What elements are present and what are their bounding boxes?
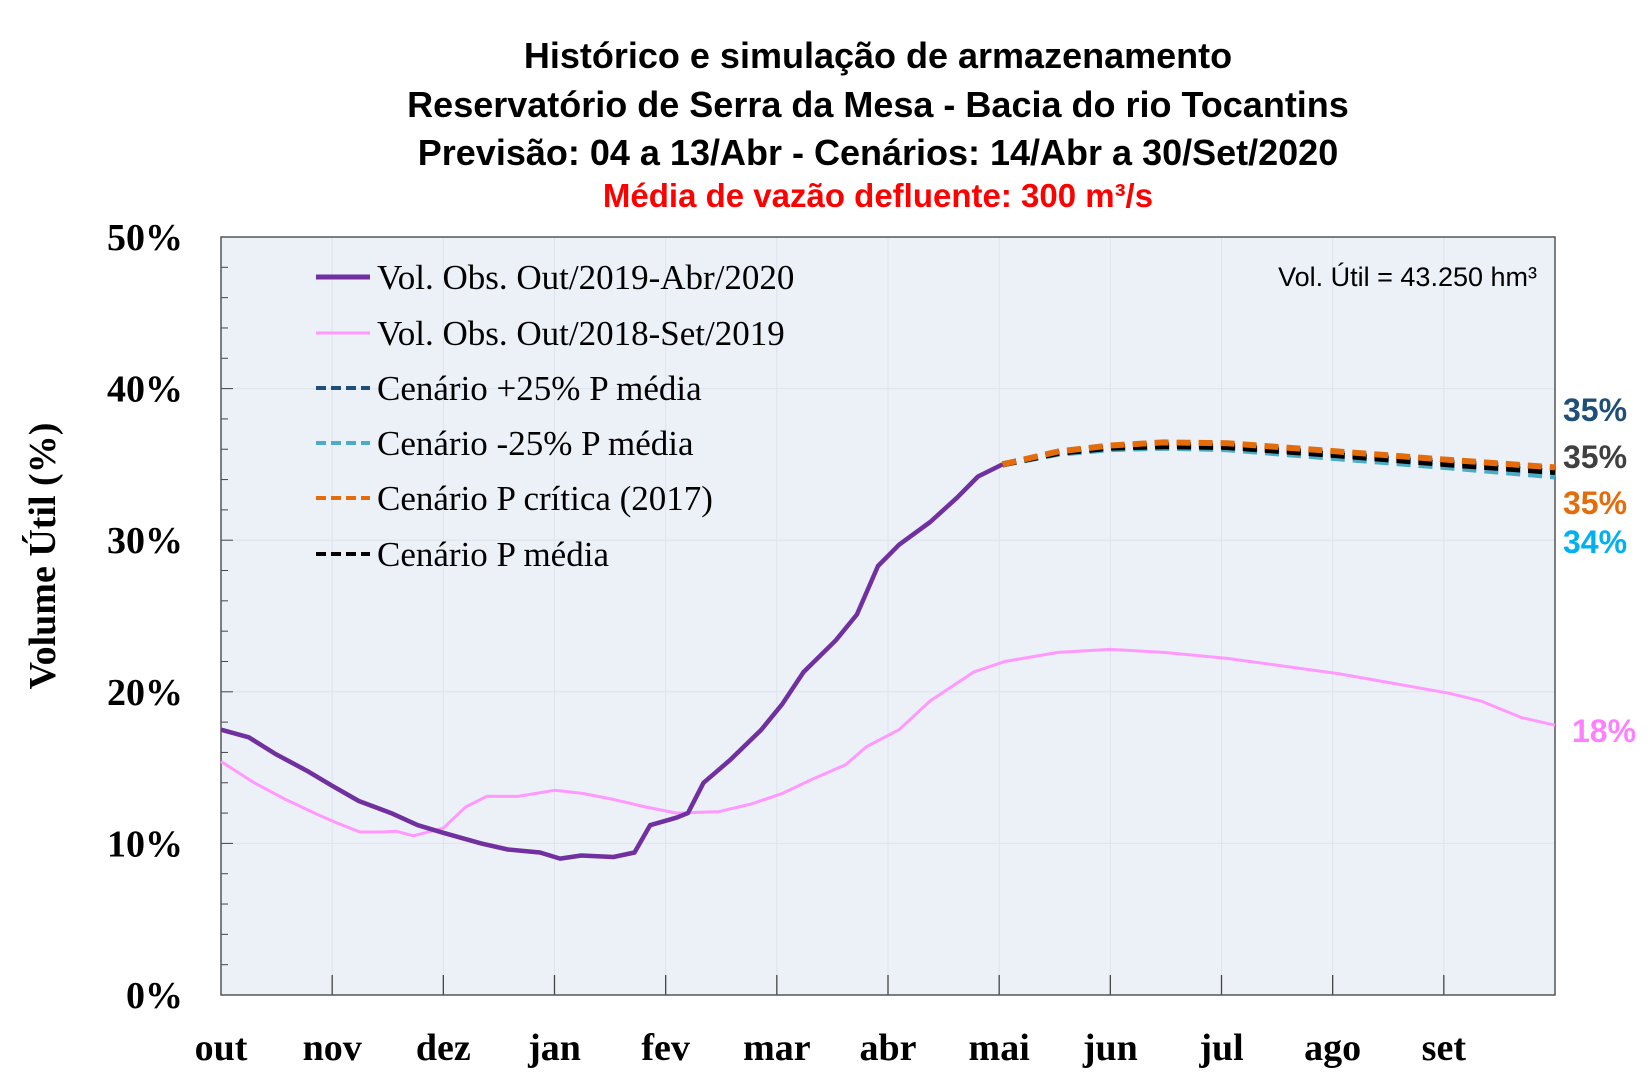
x-tick-label: mar xyxy=(743,1027,811,1069)
x-tick-label: set xyxy=(1422,1027,1467,1069)
y-tick-label: 30% xyxy=(107,520,183,562)
x-tick-label: fev xyxy=(641,1027,690,1069)
x-tick-label: ago xyxy=(1304,1027,1361,1069)
end-value-label: 35% xyxy=(1563,392,1627,428)
legend-label-3: Cenário +25% P média xyxy=(377,369,702,408)
end-value-label: 35% xyxy=(1563,439,1627,475)
y-tick-label: 0% xyxy=(126,975,183,1017)
legend-label-2: Vol. Obs. Out/2018-Set/2019 xyxy=(377,314,785,353)
x-tick-label: jul xyxy=(1198,1027,1243,1069)
end-value-label: 18% xyxy=(1572,713,1636,749)
y-tick-label: 10% xyxy=(107,823,183,865)
y-tick-label: 20% xyxy=(107,672,183,714)
x-tick-label: jan xyxy=(527,1027,581,1069)
series-line-5 xyxy=(1001,439,1556,471)
chart-subtitle: Média de vazão defluente: 300 m³/s xyxy=(603,177,1153,214)
chart-title-line-3: Previsão: 04 a 13/Abr - Cenários: 14/Abr… xyxy=(418,132,1338,173)
legend-label-4: Cenário -25% P média xyxy=(377,424,694,463)
plot-border xyxy=(220,236,1556,996)
y-tick-label: 50% xyxy=(107,217,183,259)
x-tick-label: mai xyxy=(969,1027,1030,1069)
y-tick-label: 40% xyxy=(107,369,183,411)
chart-title-line-1: Histórico e simulação de armazenamento xyxy=(524,35,1232,76)
x-tick-label: nov xyxy=(303,1027,362,1069)
end-value-label: 35% xyxy=(1563,485,1627,521)
series-line-2 xyxy=(220,647,1556,838)
x-tick-label: jun xyxy=(1082,1027,1138,1069)
legend-label-6: Cenário P média xyxy=(377,535,609,574)
legend-label-5: Cenário P crítica (2017) xyxy=(377,479,713,518)
x-tick-label: dez xyxy=(416,1027,471,1069)
y-axis-label: Volume Útil (%) xyxy=(22,423,64,690)
x-tick-label: out xyxy=(195,1027,248,1069)
series-line-1 xyxy=(220,462,1004,861)
chart-title-line-2: Reservatório de Serra da Mesa - Bacia do… xyxy=(407,84,1349,125)
x-tick-label: abr xyxy=(860,1027,917,1069)
vol-util-annotation: Vol. Útil = 43.250 hm³ xyxy=(1278,261,1537,292)
legend-label-1: Vol. Obs. Out/2019-Abr/2020 xyxy=(377,258,794,297)
end-value-label: 34% xyxy=(1563,524,1627,560)
series-line-6 xyxy=(1001,443,1556,475)
